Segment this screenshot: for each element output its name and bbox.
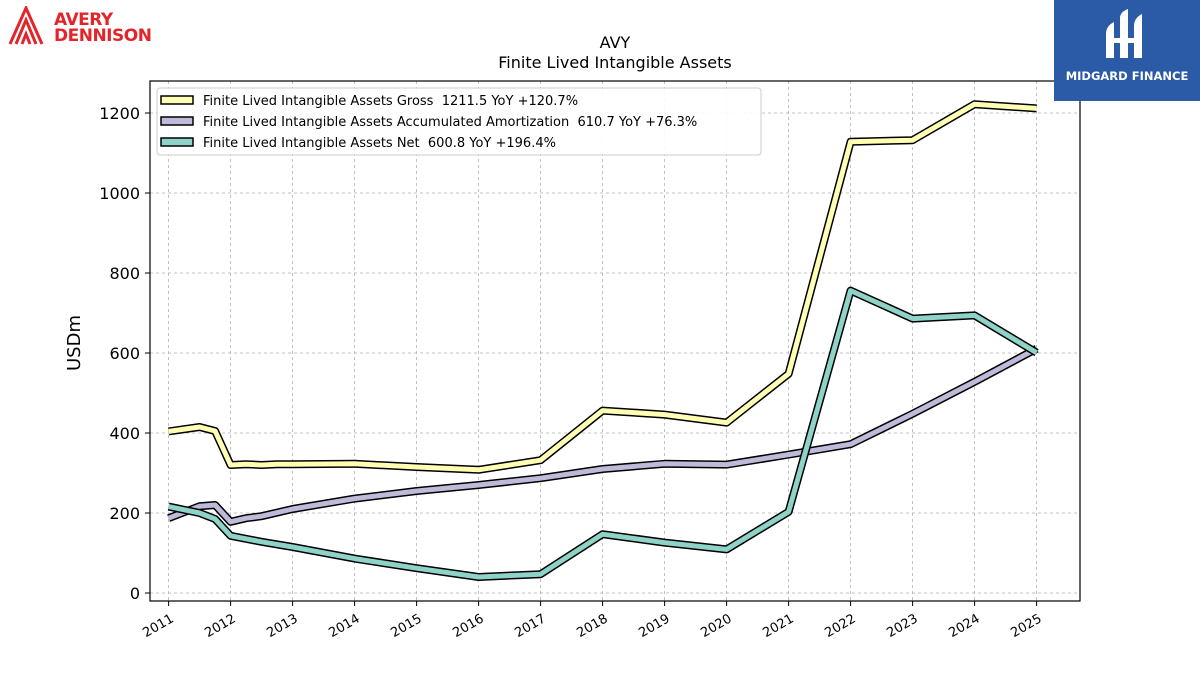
legend: Finite Lived Intangible Assets Gross 121… bbox=[156, 87, 762, 156]
legend-label: Finite Lived Intangible Assets Accumulat… bbox=[203, 115, 697, 130]
publisher-logo: MIDGARD FINANCE bbox=[1054, 0, 1200, 101]
x-tick-label: 2014 bbox=[326, 611, 362, 641]
x-tick-label: 2015 bbox=[388, 611, 424, 641]
x-tick-label: 2012 bbox=[202, 611, 238, 641]
x-tick-label: 2024 bbox=[946, 611, 982, 641]
x-tick-label: 2022 bbox=[822, 611, 858, 641]
chart-subtitle: Finite Lived Intangible Assets bbox=[498, 53, 731, 72]
publisher-logo-text: MIDGARD FINANCE bbox=[1065, 69, 1189, 83]
y-tick-label: 0 bbox=[130, 584, 140, 603]
legend-label: Finite Lived Intangible Assets Net 600.8… bbox=[203, 136, 556, 151]
x-tick-label: 2021 bbox=[760, 611, 796, 641]
legend-swatch bbox=[160, 95, 194, 105]
series-1-line bbox=[167, 346, 1038, 525]
chart-title: AVY bbox=[600, 33, 631, 52]
y-tick-label: 1000 bbox=[99, 184, 140, 203]
x-tick-label: 2016 bbox=[450, 611, 486, 641]
y-tick-label: 1200 bbox=[99, 104, 140, 123]
company-logo-line1: AVERY bbox=[54, 10, 113, 30]
axis-ticks: 0 200 400 600 800 1000 1200 2011 2012 2013 2014 201… bbox=[99, 104, 1044, 641]
x-tick-label: 2023 bbox=[884, 611, 920, 641]
avery-dennison-logo-icon bbox=[8, 4, 44, 45]
legend-label: Finite Lived Intangible Assets Gross 121… bbox=[203, 94, 578, 109]
x-tick-label: 2018 bbox=[574, 611, 610, 641]
series-2-line bbox=[168, 288, 1038, 580]
y-tick-label: 800 bbox=[109, 264, 140, 283]
company-logo-line2: DENNISON bbox=[54, 26, 152, 46]
x-tick-label: 2017 bbox=[512, 611, 548, 641]
y-tick-label: 600 bbox=[109, 344, 140, 363]
legend-swatch bbox=[160, 137, 194, 147]
series-lines bbox=[167, 100, 1039, 581]
x-tick-label: 2025 bbox=[1008, 611, 1044, 641]
series-0-line bbox=[168, 101, 1037, 473]
legend-swatch bbox=[160, 116, 194, 126]
x-tick-label: 2020 bbox=[698, 611, 734, 641]
grid bbox=[150, 81, 1080, 601]
x-tick-label: 2011 bbox=[140, 611, 176, 641]
y-tick-label: 200 bbox=[109, 504, 140, 523]
y-tick-label: 400 bbox=[109, 424, 140, 443]
plot-frame bbox=[149, 80, 1081, 602]
company-logo: AVERY DENNISON bbox=[6, 4, 176, 48]
legend-box bbox=[156, 87, 762, 156]
midgard-finance-logo-icon bbox=[1106, 9, 1142, 58]
x-tick-label: 2019 bbox=[636, 611, 672, 641]
y-axis-label: USDm bbox=[64, 315, 85, 371]
x-tick-label: 2013 bbox=[264, 611, 300, 641]
